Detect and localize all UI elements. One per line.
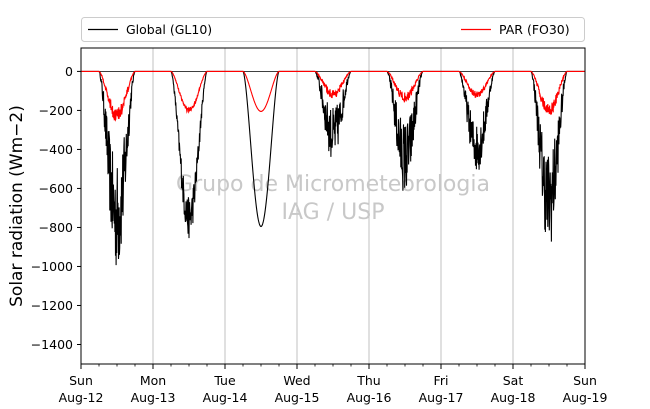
legend-label-global: Global (GL10) <box>126 22 212 37</box>
x-tick-day-label: Sun <box>573 373 597 388</box>
x-axis-ticks: Sun Aug-12 Mon Aug-13 Tue Aug-14 Wed Aug-15 Thu A… <box>59 364 608 405</box>
x-tick-day-label: Sat <box>503 373 524 388</box>
x-tick-day-label: Mon <box>140 373 166 388</box>
y-tick-label: −1000 <box>31 259 73 274</box>
series-line-par <box>81 70 585 122</box>
watermark-line-1: Grupo de Micrometeorologia <box>176 172 490 197</box>
y-tick-label: −800 <box>39 220 73 235</box>
y-tick-label: −400 <box>39 142 73 157</box>
series-line-global <box>81 70 585 266</box>
x-tick-day-label: Thu <box>356 373 380 388</box>
x-tick-day-label: Sun <box>69 373 93 388</box>
y-axis-ticks: 0 −200 −400 −600 −800 −1000 −1200 −1400 <box>31 64 81 352</box>
y-tick-label: −200 <box>39 103 73 118</box>
x-tick-day-label: Wed <box>283 373 310 388</box>
y-tick-label: −1400 <box>31 337 73 352</box>
x-tick-date-label: Aug-19 <box>563 390 608 405</box>
watermark-line-2: IAG / USP <box>282 200 385 225</box>
x-tick-date-label: Aug-16 <box>347 390 392 405</box>
x-tick-date-label: Aug-13 <box>131 390 176 405</box>
x-tick-date-label: Aug-15 <box>275 390 320 405</box>
x-tick-date-label: Aug-18 <box>491 390 536 405</box>
y-tick-label: −600 <box>39 181 73 196</box>
x-tick-day-label: Tue <box>213 373 236 388</box>
x-tick-date-label: Aug-12 <box>59 390 104 405</box>
series-lines <box>81 70 585 266</box>
legend: Global (GL10) PAR (FO30) <box>81 17 585 42</box>
x-tick-date-label: Aug-17 <box>419 390 464 405</box>
x-tick-day-label: Fri <box>434 373 449 388</box>
y-tick-label: 0 <box>65 64 73 79</box>
y-axis-label: Solar radiation (Wm−2) <box>7 105 27 307</box>
legend-label-par: PAR (FO30) <box>499 22 570 37</box>
legend-box <box>81 17 585 42</box>
grid-lines <box>152 48 514 364</box>
x-tick-date-label: Aug-14 <box>203 390 248 405</box>
y-tick-label: −1200 <box>31 298 73 313</box>
